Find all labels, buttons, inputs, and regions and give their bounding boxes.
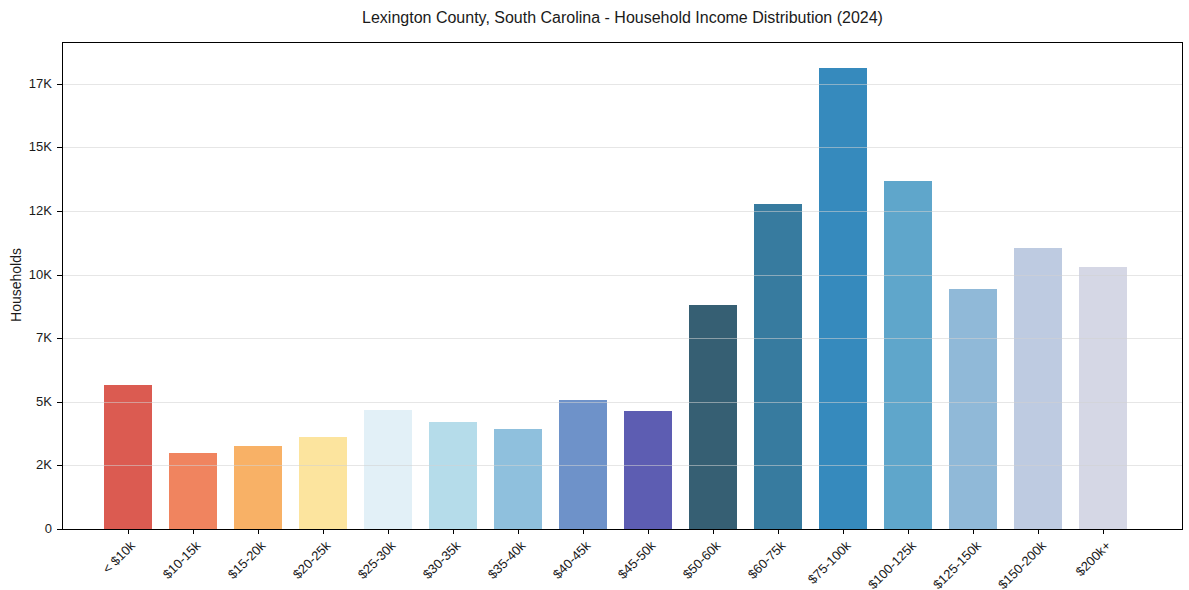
x-tick-label: $25-30k (354, 538, 398, 582)
y-tick-mark (57, 402, 62, 403)
x-tick-mark (778, 530, 779, 534)
gridline (63, 338, 1182, 339)
x-tick-mark (1103, 530, 1104, 534)
bar (1079, 267, 1127, 529)
y-tick-mark (57, 465, 62, 466)
x-tick-label: $35-40k (485, 538, 529, 582)
x-tick-mark (323, 530, 324, 534)
y-tick-mark (57, 275, 62, 276)
y-tick-mark (57, 84, 62, 85)
x-tick-mark (583, 530, 584, 534)
y-tick-mark (57, 529, 62, 530)
household-income-bar-chart: Lexington County, South Carolina - House… (0, 0, 1189, 590)
bar (429, 422, 477, 529)
y-tick-mark (57, 338, 62, 339)
x-tick-label: $150-200k (995, 538, 1049, 590)
y-tick-label: 10K (0, 268, 52, 282)
bar (104, 385, 152, 529)
bar (624, 411, 672, 529)
x-tick-mark (843, 530, 844, 534)
gridline (63, 275, 1182, 276)
y-tick-mark (57, 147, 62, 148)
bar (754, 204, 802, 529)
x-tick-mark (388, 530, 389, 534)
bar (299, 437, 347, 529)
x-tick-mark (193, 530, 194, 534)
y-tick-label: 7K (0, 331, 52, 345)
gridline (63, 465, 1182, 466)
x-tick-mark (908, 530, 909, 534)
x-tick-label: $200k+ (1073, 538, 1114, 579)
x-tick-label: $20-25k (289, 538, 333, 582)
x-tick-label: $50-60k (680, 538, 724, 582)
x-tick-label: $30-35k (420, 538, 464, 582)
x-tick-label: < $10k (100, 538, 138, 576)
x-tick-label: $75-100k (805, 538, 854, 587)
x-tick-label: $10-15k (159, 538, 203, 582)
y-tick-label: 0 (0, 522, 52, 536)
x-tick-label: $100-125k (865, 538, 919, 590)
x-tick-label: $45-50k (615, 538, 659, 582)
bar (819, 68, 867, 529)
x-tick-mark (128, 530, 129, 534)
bar (884, 181, 932, 529)
gridline (63, 147, 1182, 148)
y-tick-label: 5K (0, 395, 52, 409)
bar (234, 446, 282, 529)
y-axis-label: Households (8, 248, 24, 322)
y-tick-label: 17K (0, 77, 52, 91)
plot-area (62, 42, 1183, 530)
chart-title: Lexington County, South Carolina - House… (63, 9, 1182, 27)
x-tick-label: $15-20k (224, 538, 268, 582)
x-tick-mark (648, 530, 649, 534)
x-tick-label: $40-45k (550, 538, 594, 582)
bar (169, 453, 217, 529)
y-tick-label: 15K (0, 140, 52, 154)
x-tick-label: $60-75k (745, 538, 789, 582)
x-tick-mark (973, 530, 974, 534)
x-tick-mark (1038, 530, 1039, 534)
y-tick-label: 2K (0, 458, 52, 472)
gridline (63, 211, 1182, 212)
x-tick-mark (518, 530, 519, 534)
bar (1014, 248, 1062, 529)
gridline (63, 402, 1182, 403)
y-tick-label: 12K (0, 204, 52, 218)
bar (494, 429, 542, 529)
x-tick-label: $125-150k (930, 538, 984, 590)
bar (364, 410, 412, 529)
y-tick-mark (57, 211, 62, 212)
bar (949, 289, 997, 529)
x-tick-mark (258, 530, 259, 534)
x-tick-mark (713, 530, 714, 534)
x-tick-mark (453, 530, 454, 534)
gridline (63, 84, 1182, 85)
